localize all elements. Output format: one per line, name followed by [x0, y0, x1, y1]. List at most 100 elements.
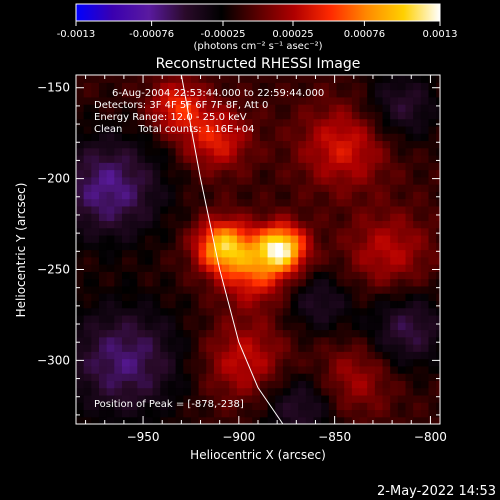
heatmap-cell — [129, 191, 138, 200]
heatmap-cell — [290, 220, 299, 229]
heatmap-cell — [83, 387, 92, 396]
heatmap-cell — [83, 104, 92, 112]
heatmap-cell — [190, 220, 200, 229]
heatmap-cell — [98, 409, 108, 418]
heatmap-cell — [144, 184, 154, 192]
heatmap-cell — [236, 234, 246, 243]
heatmap-cell — [252, 409, 261, 418]
heatmap-cell — [267, 133, 276, 142]
heatmap-cell — [321, 147, 330, 156]
heatmap-cell — [198, 373, 207, 381]
heatmap-cell — [160, 191, 169, 200]
heatmap-cell — [313, 82, 322, 91]
heatmap-cell — [290, 293, 299, 301]
heatmap-cell — [252, 307, 261, 316]
heatmap-cell — [152, 82, 161, 91]
heatmap-cell — [290, 140, 299, 149]
heatmap-cell — [121, 125, 131, 134]
heatmap-cell — [175, 409, 184, 418]
heatmap-cell — [76, 300, 85, 309]
heatmap-cell — [282, 416, 292, 424]
heatmap-cell — [91, 307, 100, 316]
heatmap-cell — [397, 314, 407, 323]
heatmap-cell — [91, 365, 100, 374]
heatmap-cell — [137, 75, 146, 83]
heatmap-cell — [290, 104, 299, 112]
heatmap-cell — [83, 198, 92, 207]
heatmap-cell — [259, 271, 269, 280]
heatmap-cell — [313, 278, 322, 287]
heatmap-cell — [259, 322, 269, 331]
heatmap-cell — [167, 264, 177, 272]
heatmap-cell — [129, 227, 138, 236]
heatmap-cell — [313, 380, 322, 389]
heatmap-cell — [413, 278, 422, 287]
heatmap-cell — [298, 358, 307, 367]
heatmap-cell — [114, 140, 123, 149]
heatmap-cell — [183, 125, 192, 134]
heatmap-cell — [328, 140, 338, 149]
heatmap-cell — [152, 264, 161, 272]
heatmap-cell — [106, 82, 115, 91]
heatmap-cell — [236, 198, 246, 207]
heatmap-cell — [436, 162, 440, 171]
heatmap-cell — [413, 125, 422, 134]
heatmap-cell — [428, 293, 437, 301]
heatmap-cell — [221, 234, 230, 243]
heatmap-cell — [152, 307, 161, 316]
heatmap-cell — [244, 89, 253, 98]
heatmap-cell — [428, 271, 437, 280]
heatmap-cell — [129, 147, 138, 156]
heatmap-cell — [374, 147, 384, 156]
heatmap-cell — [229, 162, 238, 171]
heatmap-cell — [144, 234, 154, 243]
heatmap-cell — [221, 176, 230, 185]
heatmap-cell — [114, 242, 123, 251]
heatmap-cell — [152, 336, 161, 345]
heatmap-cell — [198, 256, 207, 265]
heatmap-cell — [206, 394, 215, 403]
heatmap-cell — [129, 402, 138, 411]
heatmap-cell — [390, 96, 399, 105]
heatmap-cell — [213, 409, 223, 418]
heatmap-cell — [236, 256, 246, 265]
heatmap-cell — [114, 249, 123, 258]
heatmap-cell — [252, 125, 261, 134]
heatmap-cell — [152, 278, 161, 287]
heatmap-cell — [428, 365, 437, 374]
heatmap-cell — [351, 220, 361, 229]
heatmap-cell — [198, 329, 207, 338]
heatmap-cell — [420, 409, 430, 418]
heatmap-cell — [305, 89, 315, 98]
heatmap-cell — [367, 234, 376, 243]
heatmap-cell — [259, 227, 269, 236]
heatmap-cell — [336, 271, 345, 280]
heatmap-cell — [413, 394, 422, 403]
heatmap-cell — [198, 169, 207, 178]
heatmap-cell — [313, 344, 322, 352]
heatmap-cell — [305, 365, 315, 374]
heatmap-cell — [282, 147, 292, 156]
heatmap-cell — [259, 118, 269, 127]
heatmap-cell — [275, 154, 284, 163]
heatmap-cell — [229, 234, 238, 243]
heatmap-cell — [428, 336, 437, 345]
heatmap-cell — [359, 394, 368, 403]
heatmap-cell — [405, 380, 414, 389]
heatmap-cell — [328, 314, 338, 323]
heatmap-cell — [282, 104, 292, 112]
heatmap-cell — [259, 111, 269, 120]
heatmap-cell — [367, 176, 376, 185]
heatmap-cell — [359, 184, 368, 192]
heatmap-cell — [382, 322, 391, 331]
heatmap-cell — [252, 191, 261, 200]
heatmap-cell — [114, 133, 123, 142]
heatmap-cell — [183, 365, 192, 374]
heatmap-cell — [298, 365, 307, 374]
heatmap-cell — [405, 234, 414, 243]
heatmap-cell — [344, 380, 353, 389]
heatmap-cell — [290, 227, 299, 236]
heatmap-cell — [382, 75, 391, 83]
heatmap-cell — [114, 191, 123, 200]
heatmap-cell — [229, 184, 238, 192]
